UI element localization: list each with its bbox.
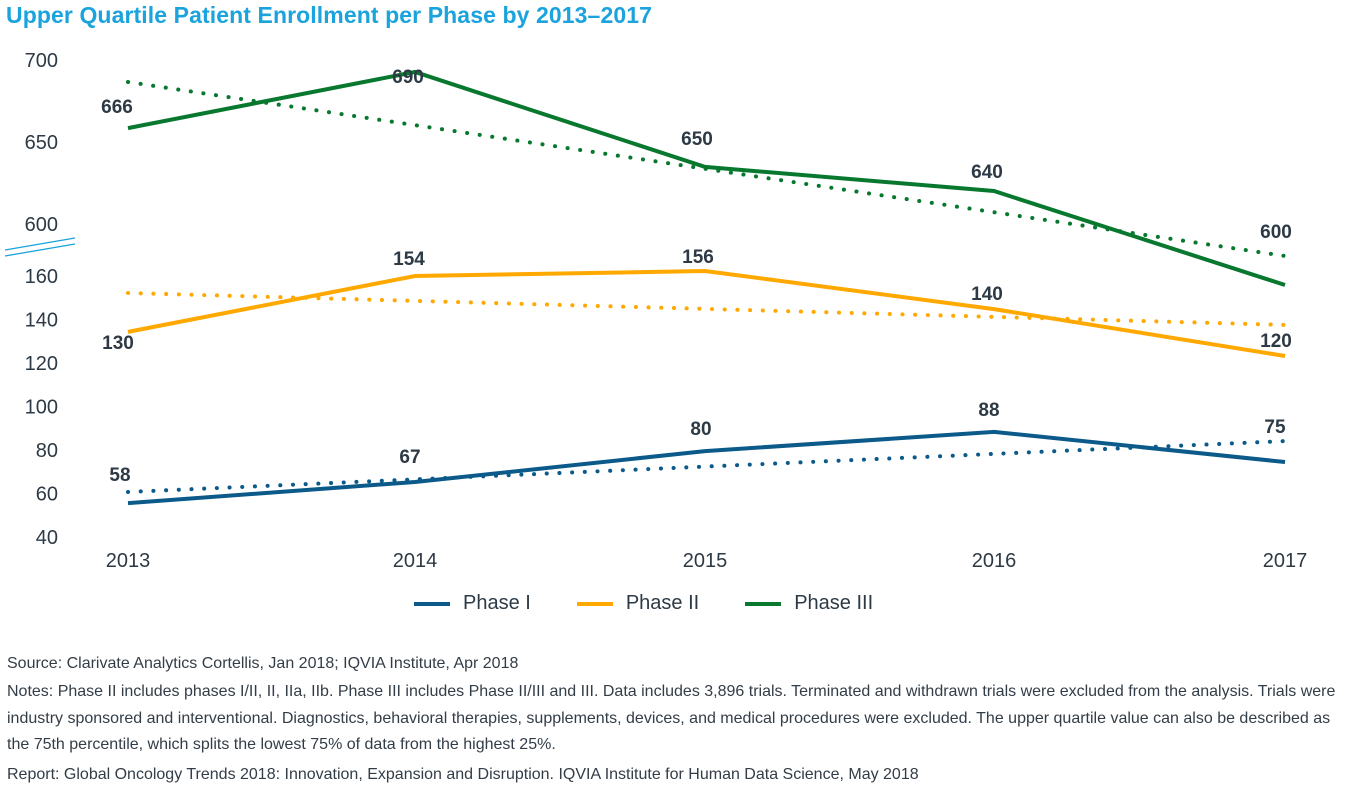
data-label: 650 (681, 129, 713, 150)
y-tick-label: 80 (36, 440, 58, 462)
data-label: 67 (399, 447, 420, 468)
data-label: 600 (1260, 222, 1292, 243)
data-label: 156 (682, 247, 714, 268)
x-tick-label: 2016 (972, 550, 1017, 572)
axis-break-line (4, 237, 76, 251)
data-label: 88 (978, 400, 999, 421)
legend-item-phase-2: Phase II (576, 592, 700, 615)
data-label: 690 (392, 67, 424, 88)
data-label: 130 (102, 333, 134, 354)
y-tick-label: 120 (25, 353, 58, 375)
line-chart: 700 650 600 160 140 120 100 80 60 40 58 67 80 88 75 13… (4, 50, 1308, 572)
data-label: 80 (690, 419, 711, 440)
report-text: Report: Global Oncology Trends 2018: Inn… (7, 765, 919, 783)
footer-notes: Source: Clarivate Analytics Cortellis, J… (7, 652, 1347, 790)
y-tick-label: 600 (25, 214, 58, 236)
y-tick-label: 60 (36, 484, 58, 506)
legend-label: Phase III (794, 592, 874, 614)
data-labels: 58 67 80 88 75 130 154 156 140 120 666 690 650 640 600 (101, 67, 1292, 486)
notes-text: Notes: Phase II includes phases I/II, II… (7, 683, 1336, 753)
y-axis-ticks: 700 650 600 160 140 120 100 80 60 40 (25, 50, 58, 549)
x-tick-label: 2013 (106, 550, 151, 572)
data-label: 120 (1260, 331, 1292, 352)
data-label: 640 (971, 162, 1003, 183)
trendline-phase-i (126, 439, 1287, 494)
y-tick-label: 650 (25, 132, 58, 154)
trendline-phase-ii (126, 290, 1287, 327)
y-tick-label: 700 (25, 50, 58, 72)
data-label: 154 (393, 249, 425, 270)
legend-swatch (576, 601, 613, 606)
x-tick-label: 2015 (683, 550, 728, 572)
series-lines (127, 69, 1286, 506)
chart-title: Upper Quartile Patient Enrollment per Ph… (6, 2, 653, 28)
legend-item-phase-3: Phase III (745, 592, 873, 615)
data-label: 58 (109, 465, 130, 486)
x-tick-label: 2017 (1263, 550, 1308, 572)
series-line-phase-i (127, 429, 1286, 506)
legend-swatch (745, 601, 782, 606)
x-axis-ticks: 2013 2014 2015 2016 2017 (106, 550, 1308, 572)
data-label: 140 (971, 284, 1003, 305)
legend-label: Phase II (625, 592, 700, 614)
y-tick-label: 100 (25, 397, 58, 419)
data-label: 666 (101, 97, 133, 118)
legend: Phase I Phase II Phase III (414, 592, 919, 615)
series-line-phase-ii (127, 268, 1286, 358)
y-tick-label: 140 (25, 310, 58, 332)
axis-break-line (4, 243, 76, 257)
legend-item-phase-1: Phase I (414, 592, 531, 615)
legend-swatch (414, 601, 450, 606)
data-label: 75 (1264, 417, 1286, 438)
legend-label: Phase I (463, 592, 531, 614)
source-text: Source: Clarivate Analytics Cortellis, J… (7, 655, 519, 672)
axis-break-icon (4, 237, 76, 257)
x-tick-label: 2014 (393, 550, 438, 572)
y-tick-label: 160 (25, 266, 58, 288)
y-tick-label: 40 (36, 527, 58, 549)
series-line-phase-iii (127, 69, 1286, 287)
